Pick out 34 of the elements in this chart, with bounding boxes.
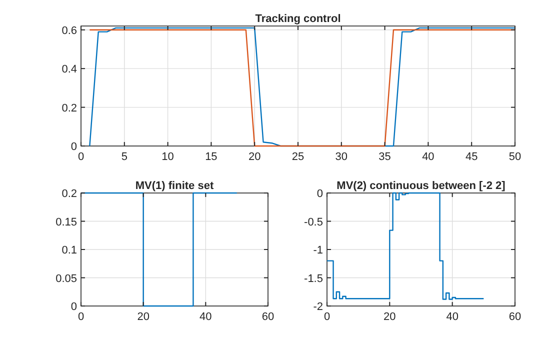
chart-title: Tracking control: [255, 13, 341, 25]
y-tick-label: -2: [313, 301, 323, 313]
x-tick-label: 40: [200, 311, 212, 323]
y-tick-label: 0.6: [62, 24, 77, 37]
y-tick-label: 0: [70, 301, 77, 313]
y-tick-label: 0.2: [62, 188, 77, 200]
chart-title: MV(1) finite set: [135, 180, 214, 192]
x-tick-label: 45: [465, 151, 478, 163]
x-tick-label: 60: [508, 311, 522, 323]
y-tick-label: 0.1: [62, 244, 77, 256]
y-tick-label: 0.4: [62, 64, 77, 76]
x-tick-label: 10: [162, 151, 174, 163]
x-tick-label: 35: [378, 151, 391, 163]
y-tick-label: 0.05: [56, 272, 77, 285]
y-tick-label: 0: [316, 188, 323, 200]
y-tick-label: -0.5: [304, 216, 323, 228]
x-tick-label: 20: [384, 311, 396, 323]
x-tick-label: 15: [205, 151, 218, 163]
y-tick-label: 0: [70, 141, 77, 153]
x-tick-label: 5: [121, 151, 128, 163]
y-tick-label: 0.15: [56, 216, 77, 228]
x-tick-label: 30: [335, 151, 348, 163]
y-tick-label: -1: [313, 244, 323, 256]
x-tick-label: 50: [508, 151, 522, 163]
x-tick-label: 60: [262, 311, 274, 323]
x-tick-label: 40: [446, 311, 458, 323]
x-tick-label: 25: [292, 151, 304, 163]
x-tick-label: 0: [324, 311, 330, 323]
x-tick-label: 20: [248, 151, 261, 163]
y-tick-label: -1.5: [304, 272, 323, 285]
chart-title: MV(2) continuous between [-2 2]: [336, 180, 506, 192]
y-tick-label: 0.2: [62, 102, 77, 114]
x-tick-label: 40: [422, 151, 434, 163]
x-tick-label: 20: [137, 311, 150, 323]
